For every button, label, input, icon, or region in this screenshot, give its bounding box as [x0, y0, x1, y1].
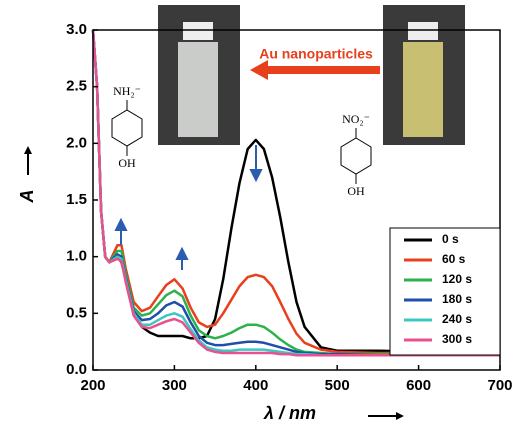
x-axis-label: λ / nm: [263, 403, 316, 423]
benzene-ring: [112, 110, 142, 146]
x-tick-label: 200: [80, 377, 105, 394]
axis-arrow-head: [396, 412, 404, 420]
legend: 0 s 60 s 120 s 180 s 240 s 300 s: [390, 228, 500, 355]
legend-label: 120 s: [442, 272, 472, 286]
vial-cap: [408, 22, 438, 40]
legend-label: 180 s: [442, 292, 472, 306]
y-tick-label: 0.5: [66, 304, 87, 321]
arrow-head: [177, 249, 187, 259]
legend-label: 300 s: [442, 332, 472, 346]
y-tick-label: 2.0: [66, 134, 87, 151]
y-tick-label: 1.5: [66, 191, 87, 208]
x-tick-label: 400: [243, 377, 268, 394]
amine-label: NH₂⁻: [113, 84, 141, 98]
x-tick-label: 600: [406, 377, 431, 394]
chart: Au nanoparticles NH₂⁻ OH NO₂⁻ OH λ / nm …: [0, 0, 516, 432]
axis-arrow-head: [24, 146, 32, 154]
reaction-arrow: [250, 60, 380, 80]
x-tick-label: 500: [325, 377, 350, 394]
x-tick-label: 300: [162, 377, 187, 394]
arrow-head: [251, 170, 261, 180]
vial-cap: [183, 22, 213, 40]
legend-label: 240 s: [442, 312, 472, 326]
legend-label: 60 s: [442, 252, 466, 266]
arrow-label: Au nanoparticles: [259, 46, 373, 62]
hydroxyl-label: OH: [347, 184, 365, 198]
nitro-label: NO₂⁻: [342, 112, 370, 126]
y-tick-label: 1.0: [66, 248, 87, 265]
y-tick-label: 3.0: [66, 21, 87, 38]
x-tick-label: 700: [487, 377, 512, 394]
legend-label: 0 s: [442, 232, 459, 246]
hydroxyl-label: OH: [118, 156, 136, 170]
vial-body: [403, 42, 443, 137]
trend-arrows: [116, 145, 261, 270]
vial-body: [178, 42, 218, 137]
y-tick-label: 2.5: [66, 78, 87, 95]
y-axis-label: A: [17, 190, 37, 204]
y-tick-label: 0.0: [66, 361, 87, 378]
benzene-ring: [341, 138, 371, 174]
arrow-head: [116, 220, 126, 230]
